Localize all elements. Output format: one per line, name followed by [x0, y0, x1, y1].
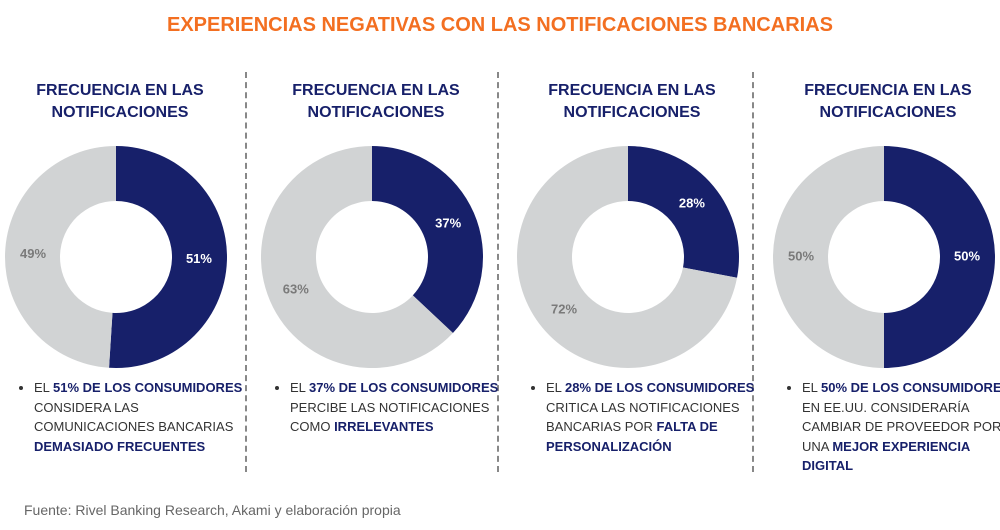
- main-title: EXPERIENCIAS NEGATIVAS CON LAS NOTIFICAC…: [167, 14, 833, 36]
- chart-title: FRECUENCIA EN LAS NOTIFICACIONES: [804, 82, 972, 121]
- description: EL 50% DE LOS CONSUMIDORES EN EE.UU. CON…: [786, 378, 1000, 476]
- description-text: PERCIBE LAS NOTIFICACIONES COMO: [290, 399, 490, 435]
- description-text: CONSIDERA LAS COMUNICACIONES BANCARIAS: [34, 399, 234, 435]
- value-label: 49%: [20, 246, 46, 261]
- chart-title: FRECUENCIA EN LAS NOTIFICACIONES: [548, 82, 716, 121]
- description-text: DEMASIADO FRECUENTES: [34, 438, 206, 454]
- description-text: MEJOR EXPERIENCIA DIGITAL: [802, 438, 970, 474]
- description-text: 28% DE LOS CONSUMIDORES: [565, 380, 755, 395]
- donut-slice: [628, 146, 739, 278]
- chart-column: FRECUENCIA EN LAS NOTIFICACIONES 51% 49% EL…: [0, 0, 242, 480]
- description-text: EL: [546, 380, 566, 395]
- description-item: EL 28% DE LOS CONSUMIDORES CRITICA LAS N…: [546, 378, 760, 456]
- donut-slice: [773, 146, 884, 368]
- donut-chart: 37% 63%: [261, 146, 483, 368]
- donut-slice: [109, 146, 228, 368]
- value-label: 50%: [954, 248, 980, 263]
- description-text: 50% DE LOS CONSUMIDORES: [821, 380, 1000, 395]
- description-text: FALTA DE PERSONALIZACIÓN: [546, 419, 718, 454]
- description-item: EL 51% DE LOS CONSUMIDORES CONSIDERA LAS…: [34, 378, 248, 456]
- description-item: EL 50% DE LOS CONSUMIDORES EN EE.UU. CON…: [802, 378, 1000, 476]
- description-text: EL: [290, 380, 310, 395]
- chart-title: FRECUENCIA EN LAS NOTIFICACIONES: [36, 82, 204, 121]
- chart-column: FRECUENCIA EN LAS NOTIFICACIONES 50% 50% EL…: [768, 0, 1000, 480]
- value-label: 72%: [551, 301, 577, 316]
- value-label: 50%: [788, 248, 814, 263]
- description: EL 28% DE LOS CONSUMIDORES CRITICA LAS N…: [530, 378, 760, 456]
- donut-chart: 51% 49%: [5, 146, 228, 368]
- donut-slice: [517, 146, 738, 368]
- description-text: 51% DE LOS CONSUMIDORES: [53, 380, 243, 395]
- description-text: EL: [34, 380, 54, 395]
- source: Fuente: Rivel Banking Research, Akami y …: [24, 502, 401, 518]
- description-text: IRRELEVANTES: [334, 419, 434, 434]
- separator: [752, 72, 754, 472]
- donut-slice: [372, 146, 483, 333]
- value-label: 37%: [435, 215, 461, 230]
- description: EL 37% DE LOS CONSUMIDORES PERCIBE LAS N…: [274, 378, 504, 437]
- donut-chart: 50% 50%: [773, 146, 995, 368]
- description: EL 51% DE LOS CONSUMIDORES CONSIDERA LAS…: [18, 378, 248, 456]
- value-label: 51%: [186, 251, 212, 266]
- donut-slice: [261, 146, 453, 368]
- donut-chart: 28% 72%: [517, 146, 739, 368]
- separator: [497, 72, 499, 472]
- chart-title: FRECUENCIA EN LAS NOTIFICACIONES: [292, 82, 460, 121]
- donut-slice: [5, 146, 116, 368]
- description-text: EL: [802, 380, 822, 395]
- separator: [245, 72, 247, 472]
- value-label: 28%: [679, 196, 705, 211]
- description-text: CRITICA LAS NOTIFICACIONES BANCARIAS POR: [546, 399, 740, 435]
- value-label: 63%: [283, 281, 309, 296]
- description-text: EN EE.UU. CONSIDERARÍA CAMBIAR DE PROVEE…: [802, 399, 1000, 454]
- donut-slice: [884, 146, 995, 368]
- chart-column: FRECUENCIA EN LAS NOTIFICACIONES 28% 72% EL…: [512, 0, 754, 480]
- chart-column: FRECUENCIA EN LAS NOTIFICACIONES 37% 63% EL…: [256, 0, 498, 480]
- description-text: 37% DE LOS CONSUMIDORES: [309, 380, 499, 395]
- description-item: EL 37% DE LOS CONSUMIDORES PERCIBE LAS N…: [290, 378, 504, 437]
